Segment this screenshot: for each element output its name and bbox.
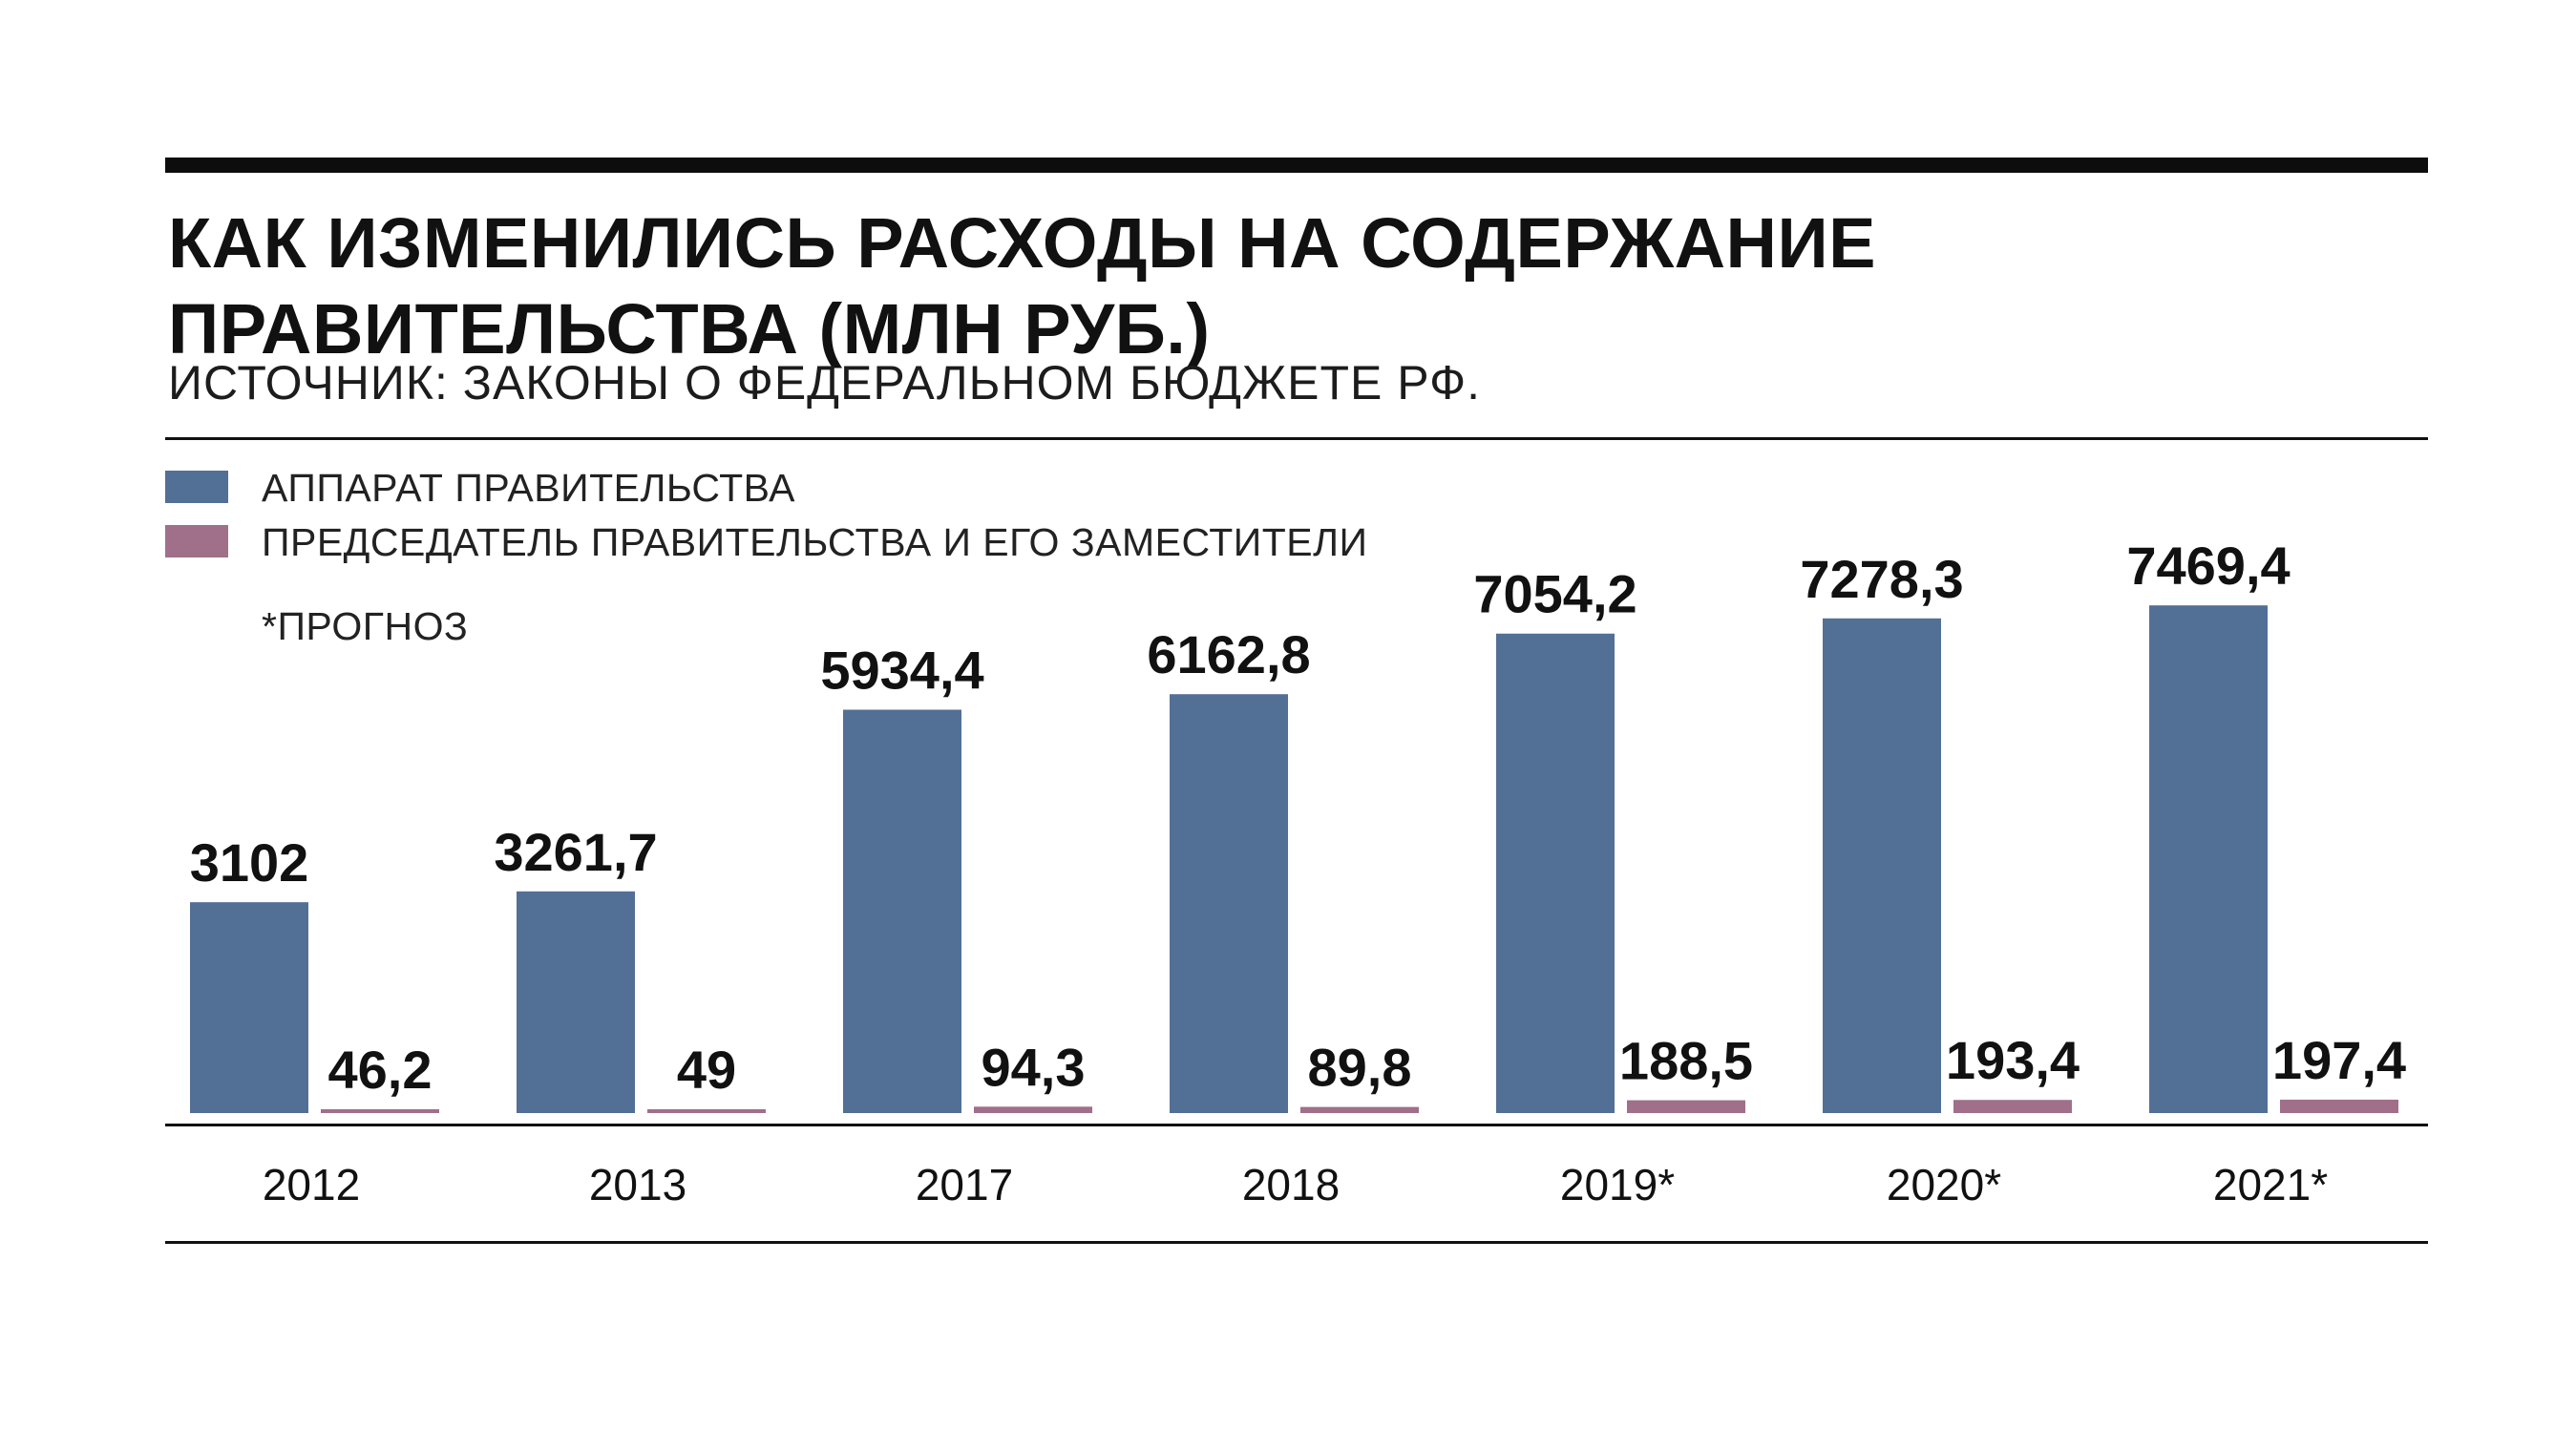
data-label-chairman-2: 94,3: [982, 1037, 1086, 1097]
bar-apparatus-3: [1170, 694, 1288, 1113]
bar-apparatus-0: [190, 902, 308, 1113]
bar-apparatus-1: [517, 891, 635, 1113]
bar-apparatus-6: [2149, 605, 2268, 1113]
data-label-apparatus-1: 3261,7: [494, 822, 657, 882]
x-tick-label-3: 2018: [1242, 1160, 1340, 1209]
bar-chairman-5: [1953, 1100, 2072, 1113]
bar-chairman-3: [1300, 1106, 1419, 1113]
x-tick-label-2: 2017: [916, 1160, 1013, 1209]
bar-chairman-6: [2280, 1099, 2398, 1113]
data-label-chairman-3: 89,8: [1308, 1038, 1412, 1098]
legend-label-apparatus: АППАРАТ ПРАВИТЕЛЬСТВА: [262, 466, 796, 510]
footer-divider: [165, 1241, 2428, 1244]
data-label-apparatus-3: 6162,8: [1147, 624, 1310, 684]
data-label-chairman-5: 193,4: [1946, 1030, 2080, 1090]
x-tick-label-0: 2012: [263, 1160, 360, 1209]
bar-apparatus-5: [1823, 618, 1941, 1113]
bar-apparatus-2: [843, 709, 961, 1113]
data-label-apparatus-2: 5934,4: [820, 640, 983, 700]
top-rule: [165, 158, 2428, 173]
bar-chairman-4: [1627, 1100, 1745, 1113]
data-label-apparatus-4: 7054,2: [1473, 564, 1636, 624]
data-label-apparatus-6: 7469,4: [2126, 536, 2290, 596]
data-label-apparatus-0: 3102: [190, 832, 309, 893]
data-label-chairman-1: 49: [677, 1040, 736, 1100]
chart-source: ИСТОЧНИК: ЗАКОНЫ О ФЕДЕРАЛЬНОМ БЮДЖЕТЕ Р…: [168, 356, 1481, 410]
header-divider: [165, 437, 2428, 440]
x-tick-label-4: 2019*: [1560, 1160, 1675, 1209]
bar-chairman-1: [647, 1109, 766, 1113]
data-label-chairman-0: 46,2: [328, 1040, 433, 1100]
x-tick-label-1: 2013: [589, 1160, 686, 1209]
bar-chairman-2: [974, 1106, 1092, 1113]
x-tick-label-5: 2020*: [1887, 1160, 2001, 1209]
x-tick-label-6: 2021*: [2213, 1160, 2328, 1209]
x-axis-line: [165, 1124, 2428, 1126]
data-label-apparatus-5: 7278,3: [1800, 549, 1963, 609]
forecast-note: *ПРОГНОЗ: [262, 604, 469, 648]
legend-swatch-apparatus: [165, 471, 228, 503]
bar-apparatus-4: [1496, 633, 1615, 1113]
legend-label-chairman: ПРЕДСЕДАТЕЛЬ ПРАВИТЕЛЬСТВА И ЕГО ЗАМЕСТИ…: [262, 520, 1368, 564]
bar-chairman-0: [321, 1109, 439, 1113]
chart-title: КАК ИЗМЕНИЛИСЬ РАСХОДЫ НА СОДЕРЖАНИЕ ПРА…: [168, 203, 1877, 368]
data-label-chairman-4: 188,5: [1619, 1031, 1753, 1091]
data-label-chairman-6: 197,4: [2272, 1030, 2406, 1090]
legend-swatch-chairman: [165, 525, 228, 557]
